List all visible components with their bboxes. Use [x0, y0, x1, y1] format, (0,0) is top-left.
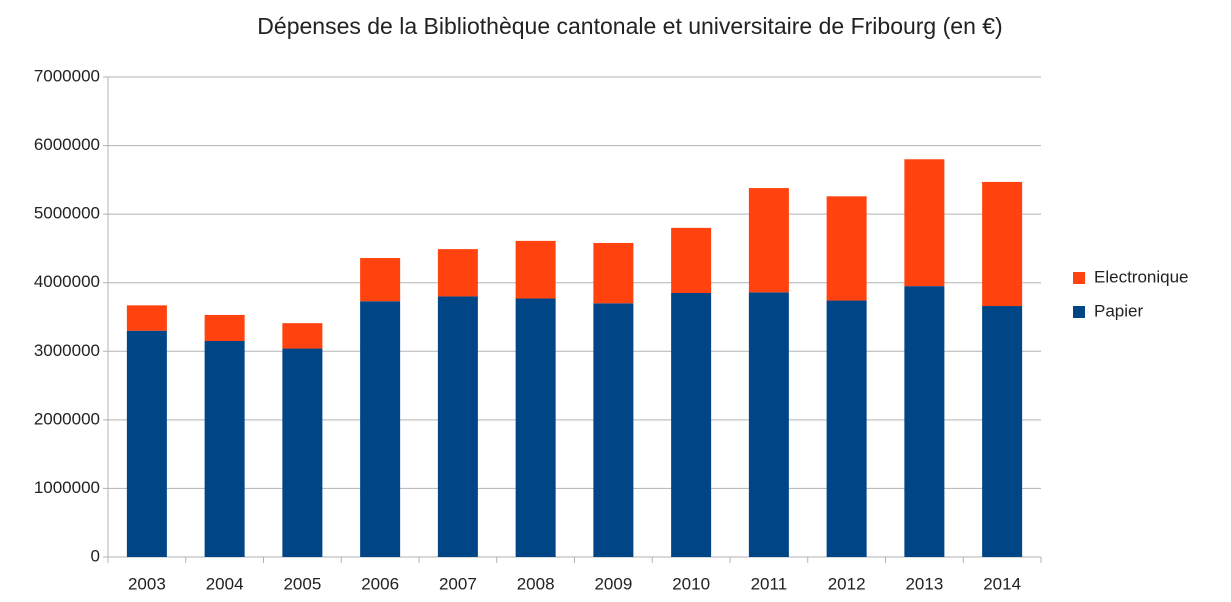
bar-segment — [748, 292, 789, 557]
bar-segment — [982, 306, 1023, 557]
bar-segment — [126, 330, 167, 557]
x-tick-label: 2011 — [751, 574, 788, 593]
bar-segment — [671, 293, 712, 557]
x-tick-label: 2007 — [439, 574, 477, 593]
bar-segment — [437, 296, 478, 557]
x-tick-label: 2008 — [517, 574, 555, 593]
bar-segment — [671, 227, 712, 293]
bar-segment — [593, 242, 634, 304]
x-tick-label: 2009 — [594, 574, 632, 593]
bar-segment — [515, 298, 556, 557]
x-tick-label: 2012 — [828, 574, 866, 593]
y-tick-label: 2000000 — [34, 409, 100, 428]
legend-swatch — [1073, 272, 1085, 284]
bar-segment — [282, 323, 323, 349]
y-tick-label: 3000000 — [34, 341, 100, 360]
y-tick-label: 0 — [91, 546, 100, 565]
x-tick-label: 2005 — [283, 574, 321, 593]
x-tick-label: 2006 — [361, 574, 399, 593]
bar-segment — [360, 301, 401, 557]
bar-segment — [360, 258, 401, 302]
bar-segment — [593, 303, 634, 557]
x-tick-label: 2013 — [905, 574, 943, 593]
bar-segment — [204, 314, 245, 341]
x-tick-label: 2010 — [672, 574, 710, 593]
bar-segment — [437, 249, 478, 297]
legend-label: Electronique — [1094, 267, 1189, 286]
y-tick-label: 5000000 — [34, 204, 100, 223]
legend-label: Papier — [1094, 301, 1143, 320]
bar-segment — [126, 305, 167, 331]
bar-segment — [748, 188, 789, 293]
bar-segment — [982, 181, 1023, 307]
y-tick-label: 4000000 — [34, 272, 100, 291]
chart-title: Dépenses de la Bibliothèque cantonale et… — [257, 13, 1002, 39]
legend-swatch — [1073, 306, 1085, 318]
y-tick-label: 1000000 — [34, 478, 100, 497]
x-tick-label: 2003 — [128, 574, 166, 593]
bar-segment — [282, 348, 323, 557]
bar-segment — [826, 196, 867, 301]
bar-segment — [204, 341, 245, 557]
x-tick-label: 2014 — [983, 574, 1021, 593]
bar-segment — [904, 159, 945, 287]
bar-segment — [904, 286, 945, 557]
y-tick-label: 6000000 — [34, 135, 100, 154]
y-tick-label: 7000000 — [34, 66, 100, 85]
bar-segment — [826, 300, 867, 557]
bar-segment — [515, 240, 556, 299]
x-tick-label: 2004 — [206, 574, 244, 593]
